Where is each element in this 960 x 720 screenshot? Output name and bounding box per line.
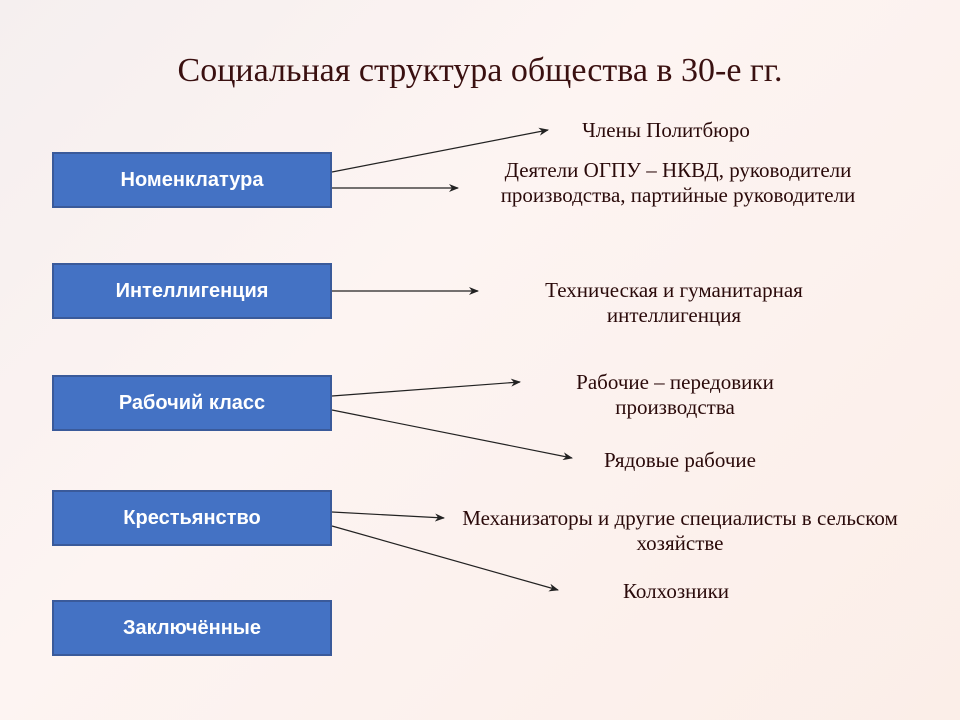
sub-workers-ord: Рядовые рабочие xyxy=(580,448,780,473)
sub-label: Члены Политбюро xyxy=(582,118,750,142)
sub-kolkhoz: Колхозники xyxy=(576,579,776,604)
box-nomenklatura: Номенклатура xyxy=(52,152,332,208)
box-working-class: Рабочий класс xyxy=(52,375,332,431)
sub-mechanizers: Механизаторы и другие специалисты в сель… xyxy=(450,506,910,556)
box-intelligentsia: Интеллигенция xyxy=(52,263,332,319)
sub-workers-top: Рабочие – передовики производства xyxy=(530,370,820,420)
box-label: Интеллигенция xyxy=(116,280,269,303)
sub-label: Деятели ОГПУ – НКВД, руководители произв… xyxy=(501,158,856,207)
arrow xyxy=(332,382,520,396)
box-label: Заключённые xyxy=(123,617,261,640)
box-label: Крестьянство xyxy=(123,507,260,530)
box-prisoners: Заключённые xyxy=(52,600,332,656)
sub-ogpu: Деятели ОГПУ – НКВД, руководители произв… xyxy=(458,158,898,208)
box-label: Номенклатура xyxy=(121,169,264,192)
sub-label: Техническая и гуманитарная интеллигенция xyxy=(545,278,803,327)
box-peasants: Крестьянство xyxy=(52,490,332,546)
slide-title: Социальная структура общества в 30-е гг. xyxy=(0,52,960,90)
sub-intelligentsia: Техническая и гуманитарная интеллигенция xyxy=(484,278,864,328)
sub-label: Рядовые рабочие xyxy=(604,448,756,472)
sub-label: Колхозники xyxy=(623,579,729,603)
arrow xyxy=(332,512,444,518)
sub-label: Механизаторы и другие специалисты в сель… xyxy=(462,506,898,555)
sub-label: Рабочие – передовики производства xyxy=(576,370,774,419)
box-label: Рабочий класс xyxy=(119,392,265,415)
sub-politburo: Члены Политбюро xyxy=(556,118,776,143)
